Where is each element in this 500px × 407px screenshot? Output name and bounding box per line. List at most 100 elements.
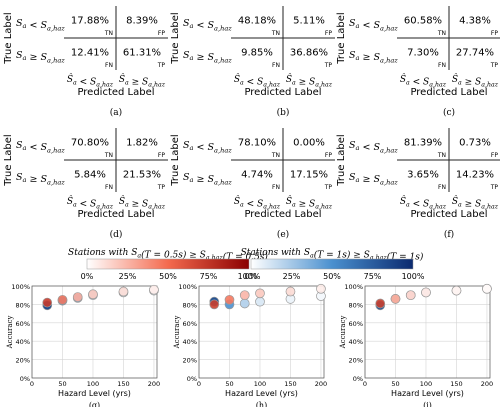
predicted-label: Predicted Label <box>244 209 321 220</box>
confusion-matrix: True Label Sa < Sa,haz Sa ≥ Sa,haz 78.10% TN… <box>170 128 335 240</box>
predicted-label: Predicted Label <box>410 87 487 98</box>
cell-tag-tp: TP <box>324 184 333 191</box>
y-tick-label: 40% <box>349 338 363 346</box>
cell-tag-fn: FN <box>438 184 446 191</box>
y-tick-label: 0% <box>353 375 363 383</box>
x-tick-label: 150 <box>117 380 129 388</box>
cell-tag-fp: FP <box>491 30 498 37</box>
cell-value-fp: 0.00% <box>293 138 325 149</box>
y-tick-label: 80% <box>183 301 197 309</box>
red-point <box>451 285 462 296</box>
y-tick-label: 60% <box>349 320 363 328</box>
cell-tag-fn: FN <box>438 62 446 69</box>
confusion-matrix: True Label Sa < Sa,haz Sa ≥ Sa,haz 70.80% TN… <box>3 128 168 240</box>
cell-tag-tn: TN <box>104 30 113 37</box>
cell-value-tn: 81.39% <box>404 138 442 149</box>
cell-tag-fp: FP <box>491 152 498 159</box>
cell-value-tp: 61.31% <box>123 48 161 59</box>
panel-label: (c) <box>443 107 455 118</box>
red-point <box>255 288 265 299</box>
plot-frame <box>31 285 158 379</box>
red-point <box>57 294 68 305</box>
y-tick-label: 100% <box>178 283 197 291</box>
cell-tag-tp: TP <box>324 62 333 69</box>
y-tick-label: 40% <box>183 338 197 346</box>
y-tick-label: 20% <box>183 357 197 365</box>
cell-tag-tp: TP <box>157 62 166 69</box>
cell-tag-tn: TN <box>104 152 113 159</box>
x-tick-label: 50 <box>225 380 233 388</box>
col-label: Ŝa < Sa,haz <box>67 73 114 89</box>
red-point <box>421 287 431 298</box>
x-tick-label: 100 <box>254 380 266 388</box>
colorbar-tick: 100% <box>402 272 425 281</box>
cell-value-fn: 7.30% <box>407 48 439 59</box>
true-label: True Label <box>3 134 14 186</box>
x-tick-label: 0 <box>363 380 367 388</box>
cell-tag-tp: TP <box>490 62 499 69</box>
cell-value-fn: 9.85% <box>241 48 273 59</box>
y-tick-label: 100% <box>344 283 363 291</box>
col-label: Ŝa ≥ Sa,haz <box>286 195 333 211</box>
red-point <box>88 289 98 300</box>
predicted-label: Predicted Label <box>77 209 154 220</box>
plot-frame <box>198 285 325 379</box>
row-label: Sa < Sa,haz <box>183 140 232 155</box>
colorbar <box>86 258 250 270</box>
predicted-label: Predicted Label <box>410 209 487 220</box>
col-label: Ŝa < Sa,haz <box>400 195 447 211</box>
colorbar-tick: 0% <box>81 272 94 281</box>
cell-value-fp: 0.73% <box>459 138 491 149</box>
y-axis-label: Accuracy <box>6 316 14 350</box>
cell-value-tp: 36.86% <box>290 48 328 59</box>
col-label: Ŝa ≥ Sa,haz <box>452 73 499 89</box>
x-axis-label: Hazard Level (yrs) <box>58 389 131 398</box>
col-label: Ŝa ≥ Sa,haz <box>452 195 499 211</box>
blue-point <box>239 298 250 309</box>
row-label: Sa ≥ Sa,haz <box>16 172 65 187</box>
cell-value-tp: 27.74% <box>456 48 494 59</box>
confusion-matrix: True Label Sa < Sa,haz Sa ≥ Sa,haz 81.39% TN… <box>336 128 500 240</box>
col-label: Ŝa < Sa,haz <box>234 195 281 211</box>
panel-label: (d) <box>110 229 123 240</box>
plot-frame <box>364 285 491 379</box>
panel-label: (a) <box>110 107 122 118</box>
cell-tag-tp: TP <box>157 184 166 191</box>
scatter-chart: 0% 20% 40% 60% 80% 100% 0 50 100 150 200 Hazard Lev… <box>339 283 493 407</box>
y-tick-label: 80% <box>349 301 363 309</box>
red-point <box>72 292 83 302</box>
cell-value-tn: 60.58% <box>404 16 442 27</box>
colorbar-tick: 0% <box>245 272 258 281</box>
x-tick-label: 200 <box>148 380 160 388</box>
true-label: True Label <box>170 134 181 186</box>
confusion-matrix: True Label Sa < Sa,haz Sa ≥ Sa,haz 60.58% TN… <box>336 6 500 118</box>
row-label: Sa < Sa,haz <box>349 140 398 155</box>
row-label: Sa ≥ Sa,haz <box>183 50 232 65</box>
red-point <box>375 298 386 309</box>
colorbar-title: Stations with Sa(T = 0.5s) ≥ Sa,haz(T = … <box>68 248 268 263</box>
cell-tag-fp: FP <box>158 30 165 37</box>
panel-label: (f) <box>444 229 454 240</box>
cell-value-fp: 5.11% <box>293 16 325 27</box>
cell-tag-fp: FP <box>158 152 165 159</box>
red-point <box>209 299 220 310</box>
red-point <box>239 290 250 301</box>
col-label: Ŝa < Sa,haz <box>400 73 447 89</box>
colorbar-tick: 75% <box>200 272 218 281</box>
cell-tag-fn: FN <box>272 62 280 69</box>
colorbar-title: Stations with Sa(T = 1s) ≥ Sa,haz(T = 1s… <box>241 248 424 263</box>
panel-label: (i) <box>423 401 432 407</box>
red-point <box>42 297 53 308</box>
x-tick-label: 50 <box>391 380 399 388</box>
col-label: Ŝa ≥ Sa,haz <box>119 195 166 211</box>
row-label: Sa ≥ Sa,haz <box>349 50 398 65</box>
y-tick-label: 60% <box>183 320 197 328</box>
cell-value-tp: 14.23% <box>456 170 494 181</box>
colorbar-tick: 50% <box>159 272 177 281</box>
cell-tag-tn: TN <box>437 30 446 37</box>
scatter-chart: 0% 20% 40% 60% 80% 100% 0 50 100 150 200 Hazard Lev… <box>173 283 327 407</box>
blue-point <box>255 296 265 307</box>
y-tick-label: 20% <box>349 357 363 365</box>
row-label: Sa ≥ Sa,haz <box>16 50 65 65</box>
